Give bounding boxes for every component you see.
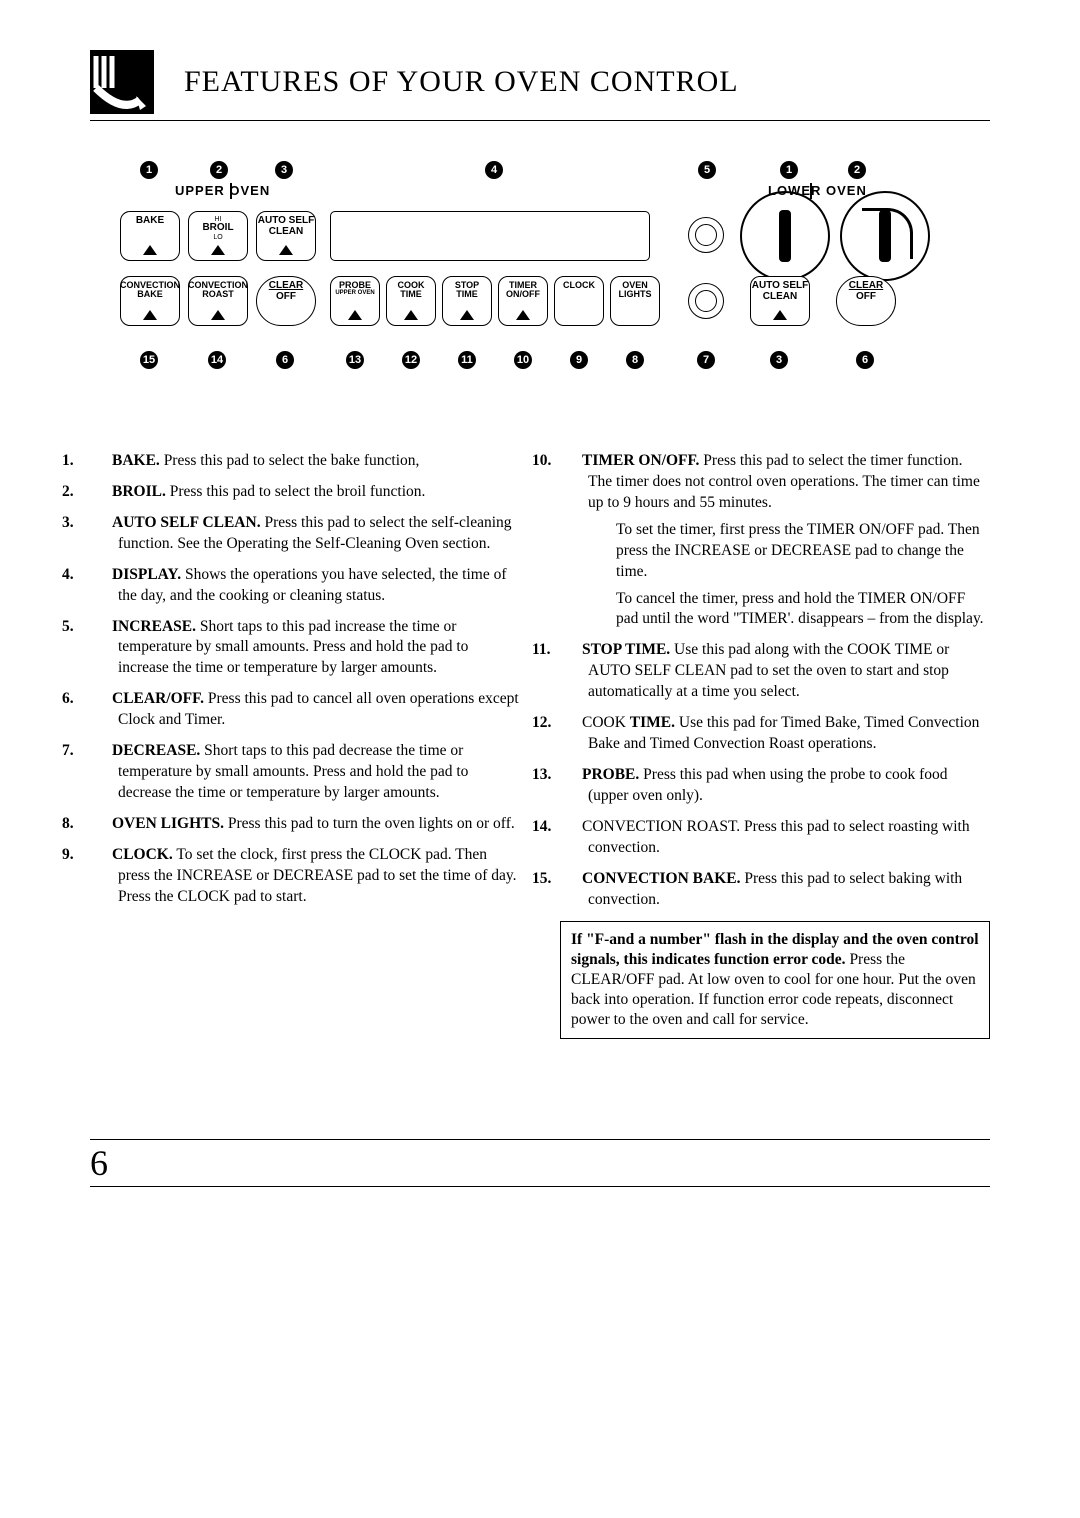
label: AUTO SELF xyxy=(258,216,314,227)
callout: 13 xyxy=(346,351,364,369)
probe-pad[interactable]: PROBE UPPER OVEN xyxy=(330,276,380,326)
feature-item: 4.DISPLAY. Shows the operations you have… xyxy=(90,565,520,607)
callout: 7 xyxy=(697,351,715,369)
timer-pad[interactable]: TIMER ON/OFF xyxy=(498,276,548,326)
feature-list: 1.BAKE. Press this pad to select the bak… xyxy=(90,451,990,1039)
page-header: FEATURES OF YOUR OVEN CONTROL xyxy=(90,50,990,121)
convection-roast-pad[interactable]: CONVECTION ROAST xyxy=(188,276,248,326)
callout: 6 xyxy=(856,351,874,369)
feature-column-left: 1.BAKE. Press this pad to select the bak… xyxy=(90,451,520,1039)
callout: 4 xyxy=(485,161,503,179)
display-panel xyxy=(330,211,650,261)
label: BROIL xyxy=(202,223,233,234)
label: LO xyxy=(213,234,222,241)
broil-pad[interactable]: HI BROIL LO xyxy=(188,211,248,261)
feature-item: 15.CONVECTION BAKE. Press this pad to se… xyxy=(560,869,990,911)
feature-item: 9.CLOCK. To set the clock, first press t… xyxy=(90,845,520,908)
upper-dial[interactable] xyxy=(740,191,830,281)
bake-pad[interactable]: BAKE xyxy=(120,211,180,261)
oven-lights-pad[interactable]: OVEN LIGHTS xyxy=(610,276,660,326)
callout: 9 xyxy=(570,351,588,369)
callout: 12 xyxy=(402,351,420,369)
label: PROBE xyxy=(339,281,371,290)
callout: 11 xyxy=(458,351,476,369)
stop-time-pad[interactable]: STOP TIME xyxy=(442,276,492,326)
feature-item: 11.STOP TIME. Use this pad along with th… xyxy=(560,640,990,703)
decrease-pad[interactable] xyxy=(688,283,724,319)
callout: 15 xyxy=(140,351,158,369)
control-panel-diagram: 1 2 3 4 5 1 2 UPPER OVEN LOWER OVEN BAKE… xyxy=(100,161,980,391)
label: AUTO SELF xyxy=(752,281,808,292)
callout: 10 xyxy=(514,351,532,369)
label: OFF xyxy=(276,292,296,303)
label: CLOCK xyxy=(563,281,595,290)
callout: 3 xyxy=(770,351,788,369)
upper-oven-label: UPPER OVEN xyxy=(175,183,270,198)
label: BAKE xyxy=(136,216,164,227)
callout: 5 xyxy=(698,161,716,179)
lower-dial[interactable] xyxy=(840,191,930,281)
separator xyxy=(230,183,232,199)
callout: 6 xyxy=(276,351,294,369)
error-code-note: If "F-and a number" flash in the display… xyxy=(560,921,990,1040)
label: CLEAN xyxy=(269,227,303,238)
label: UPPER OVEN xyxy=(335,290,374,296)
feature-item: 14.CONVECTION ROAST. Press this pad to s… xyxy=(560,817,990,859)
feature-column-right: 10.TIMER ON/OFF. Press this pad to selec… xyxy=(560,451,990,1039)
feature-item: 10.TIMER ON/OFF. Press this pad to selec… xyxy=(560,451,990,630)
label: CLEAR xyxy=(269,281,303,292)
page-number: 6 xyxy=(90,1139,990,1187)
feature-item: 7.DECREASE. Short taps to this pad decre… xyxy=(90,741,520,804)
clock-pad[interactable]: CLOCK xyxy=(554,276,604,326)
label: ON/OFF xyxy=(506,290,540,299)
feature-item: 8.OVEN LIGHTS. Press this pad to turn th… xyxy=(90,814,520,835)
convection-bake-pad[interactable]: CONVECTION BAKE xyxy=(120,276,180,326)
auto-self-clean-pad[interactable]: AUTO SELF CLEAN xyxy=(256,211,316,261)
callout: 1 xyxy=(780,161,798,179)
label: TIME xyxy=(456,290,478,299)
feature-item: 5.INCREASE. Short taps to this pad incre… xyxy=(90,617,520,680)
callout: 8 xyxy=(626,351,644,369)
clear-off-pad[interactable]: CLEAR OFF xyxy=(256,276,316,326)
callout: 2 xyxy=(210,161,228,179)
label: BAKE xyxy=(137,290,163,299)
lower-auto-self-clean-pad[interactable]: AUTO SELF CLEAN xyxy=(750,276,810,326)
label: OFF xyxy=(856,292,876,303)
feature-item: 2.BROIL. Press this pad to select the br… xyxy=(90,482,520,503)
callout: 1 xyxy=(140,161,158,179)
callout: 3 xyxy=(275,161,293,179)
label: TIME xyxy=(400,290,422,299)
separator xyxy=(810,183,812,199)
brand-icon xyxy=(90,50,154,114)
cook-time-pad[interactable]: COOK TIME xyxy=(386,276,436,326)
increase-pad[interactable] xyxy=(688,217,724,253)
feature-item: 6.CLEAR/OFF. Press this pad to cancel al… xyxy=(90,689,520,731)
callout: 14 xyxy=(208,351,226,369)
feature-item: 3.AUTO SELF CLEAN. Press this pad to sel… xyxy=(90,513,520,555)
feature-item: 1.BAKE. Press this pad to select the bak… xyxy=(90,451,520,472)
label: CLEAN xyxy=(763,292,797,303)
label: CLEAR xyxy=(849,281,883,292)
lower-clear-off-pad[interactable]: CLEAR OFF xyxy=(836,276,896,326)
page-title: FEATURES OF YOUR OVEN CONTROL xyxy=(184,65,739,99)
feature-item: 13.PROBE. Press this pad when using the … xyxy=(560,765,990,807)
label: LIGHTS xyxy=(619,290,652,299)
label: ROAST xyxy=(202,290,234,299)
callout: 2 xyxy=(848,161,866,179)
feature-item: 12.COOK TIME. Use this pad for Timed Bak… xyxy=(560,713,990,755)
